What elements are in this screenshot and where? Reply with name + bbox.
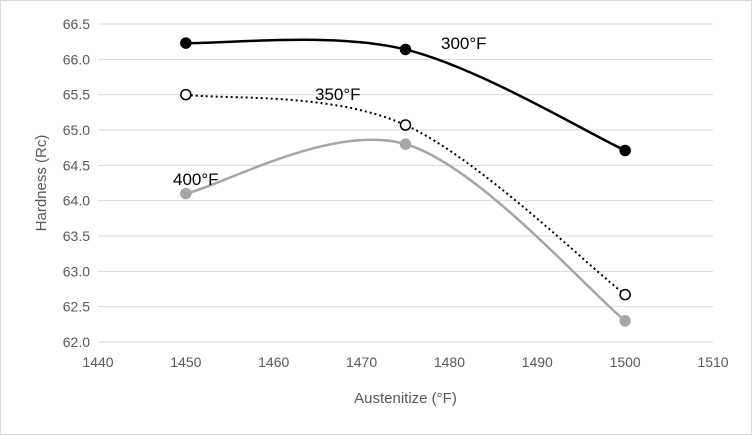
series-label: 350°F: [315, 85, 361, 104]
y-tick-label: 64.0: [63, 193, 90, 209]
x-tick-label: 1440: [82, 354, 113, 370]
x-axis-title: Austenitize (°F): [354, 390, 457, 407]
data-point: [399, 138, 412, 150]
series-line-2: [185, 138, 626, 322]
data-point: [619, 315, 631, 327]
y-tick-label: 64.5: [63, 157, 90, 173]
series-label: 400°F: [173, 170, 219, 189]
x-tick-label: 1450: [170, 354, 201, 370]
series-label: 300°F: [441, 34, 487, 53]
data-point: [619, 144, 631, 157]
y-tick-label: 65.5: [63, 87, 90, 103]
x-tick-label: 1480: [434, 354, 465, 370]
y-axis-title: Hardness (Rc): [33, 135, 50, 232]
y-tick-label: 63.0: [63, 263, 90, 279]
data-point: [180, 187, 192, 200]
data-point: [399, 119, 412, 131]
y-tick-label: 65.0: [63, 122, 90, 138]
data-point: [399, 43, 412, 56]
y-tick-label: 62.5: [63, 299, 90, 315]
x-tick-label: 1490: [522, 354, 553, 370]
y-tick-label: 62.0: [63, 334, 90, 350]
y-tick-label: 66.0: [63, 51, 90, 67]
x-tick-label: 1500: [610, 354, 641, 370]
data-point: [180, 37, 192, 49]
x-tick-label: 1470: [346, 354, 377, 370]
x-tick-label: 1460: [258, 354, 289, 370]
y-tick-label: 66.5: [63, 16, 90, 32]
x-tick-label: 1510: [697, 354, 728, 370]
data-point: [619, 288, 631, 301]
data-point: [180, 88, 192, 101]
y-tick-label: 63.5: [63, 228, 90, 244]
